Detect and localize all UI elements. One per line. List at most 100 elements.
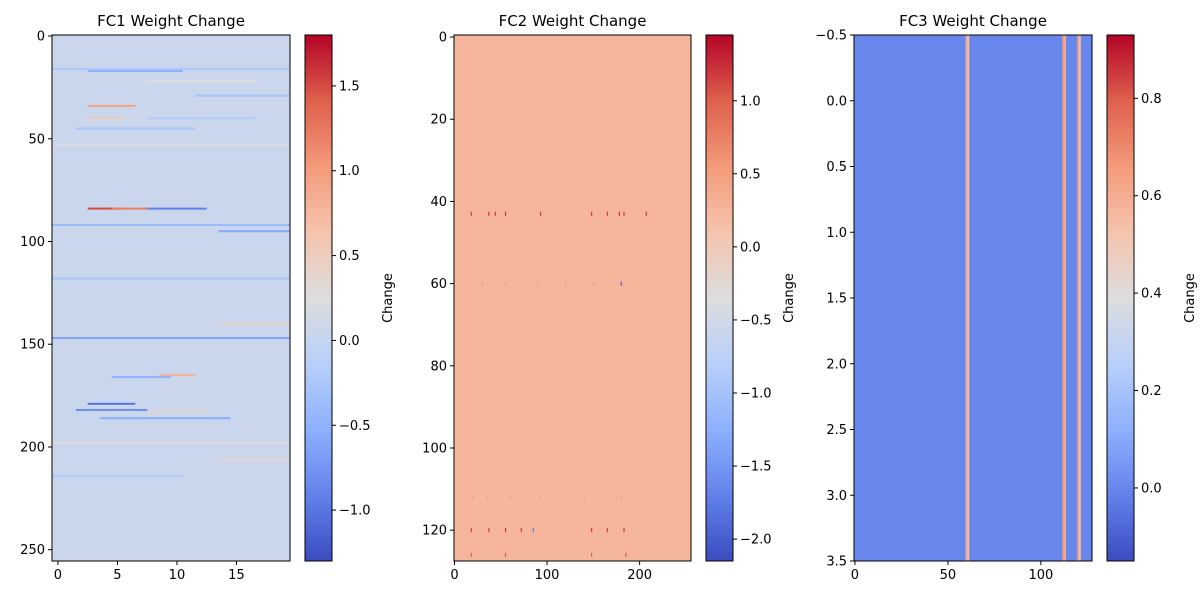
colorbar-tick-label: −1.0: [339, 504, 371, 519]
y-tick-label: 80: [430, 359, 447, 374]
heatmap-cell-band: [87, 207, 124, 210]
heatmap-cell: [509, 495, 511, 500]
colorbar-label: Change: [381, 273, 396, 323]
colorbar-tick-label: 0.8: [1141, 92, 1162, 107]
heatmap-cell: [618, 211, 620, 216]
x-tick-label: 0: [54, 568, 62, 583]
colorbar-tick-label: 0.5: [740, 167, 761, 182]
colorbar-tick-label: 0.0: [740, 240, 761, 255]
heatmap-cell: [488, 528, 490, 533]
heatmap-cell: [540, 211, 542, 216]
colorbar-tick-label: 0.6: [1141, 189, 1162, 204]
heatmap-cell: [532, 528, 534, 533]
heatmap-cell-band: [52, 441, 290, 444]
x-tick-label: 5: [113, 568, 121, 583]
heatmap-cell: [620, 281, 622, 286]
colorbar-tick-label: 1.0: [339, 164, 360, 179]
x-tick-label: 200: [627, 568, 652, 583]
heatmap-column: [965, 35, 968, 561]
y-tick-label: 120: [422, 524, 447, 539]
heatmap-cell: [606, 528, 608, 533]
panel-title: FC2 Weight Change: [499, 12, 647, 30]
x-tick-label: 100: [535, 568, 560, 583]
panel-title: FC1 Weight Change: [97, 12, 245, 30]
heatmap-column: [1064, 35, 1066, 561]
colorbar-tick-label: 0.5: [339, 249, 360, 264]
heatmap-cell: [591, 552, 593, 557]
heatmap-cell: [625, 552, 627, 557]
heatmap-cell: [583, 495, 585, 500]
heatmap-cell-band: [147, 117, 255, 120]
x-tick-label: 100: [1028, 568, 1053, 583]
heatmap-cell: [520, 528, 522, 533]
heatmap-cell-band: [218, 230, 290, 233]
heatmap-column: [967, 35, 970, 561]
heatmap-background: [854, 35, 1092, 561]
heatmap-panel-2: FC2 Weight Change 0 100 200 0 20 40 60 80 100 120 −…: [422, 12, 797, 583]
heatmap-cell-band: [111, 376, 171, 379]
y-tick-label: 1.0: [826, 226, 847, 241]
x-tick-label: 0: [450, 568, 458, 583]
heatmap-cell: [504, 552, 507, 557]
heatmap-cell-band: [99, 417, 231, 420]
heatmap-cell: [470, 528, 472, 533]
colorbar-tick-label: 1.5: [339, 79, 360, 94]
y-tick-label: 20: [430, 113, 447, 128]
colorbar-tick-label: 1.0: [740, 94, 761, 109]
y-tick-label: 2.0: [826, 357, 847, 372]
x-tick-label: 15: [228, 568, 245, 583]
heatmap-cell: [470, 552, 472, 557]
heatmap-cell-band: [147, 411, 207, 414]
heatmap-background: [454, 35, 691, 561]
heatmap-cell: [645, 211, 647, 216]
heatmap-cell: [565, 281, 567, 286]
colorbar: [705, 34, 734, 562]
colorbar-tick-label: 0.4: [1141, 287, 1162, 302]
x-tick-label: 50: [940, 568, 957, 583]
heatmap-cell-band: [75, 127, 195, 130]
heatmap-column: [1062, 35, 1065, 561]
colorbar-tick-label: 0.2: [1141, 384, 1162, 399]
y-tick-label: 0.5: [826, 160, 847, 175]
y-tick-label: 200: [20, 440, 45, 455]
colorbar-tick-label: 0.0: [1141, 481, 1162, 496]
heatmap-cell-band: [52, 277, 290, 280]
heatmap-cell: [592, 281, 595, 286]
y-tick-label: 50: [28, 132, 45, 147]
heatmap-cell: [481, 281, 483, 286]
heatmap-column: [1078, 35, 1081, 561]
heatmap-cell-band: [159, 374, 195, 377]
heatmap-cell-band: [52, 337, 290, 340]
heatmap-background: [52, 35, 290, 561]
heatmap-cell: [470, 211, 472, 216]
colorbar: [304, 34, 333, 562]
y-tick-label: 0: [439, 31, 447, 46]
heatmap-cell-band: [147, 207, 207, 210]
y-tick-label: 1.5: [826, 292, 847, 307]
heatmap-column: [1077, 35, 1079, 561]
heatmap-cell-band: [194, 94, 290, 97]
heatmap-cell: [623, 528, 625, 533]
y-tick-label: 2.5: [826, 423, 847, 438]
heatmap-cell-band: [87, 402, 136, 405]
colorbar-tick-label: −1.0: [740, 386, 772, 401]
x-tick-label: 10: [169, 568, 186, 583]
axes-frame: [453, 34, 692, 562]
y-tick-label: 0.0: [826, 94, 847, 109]
y-tick-label: 60: [430, 277, 447, 292]
heatmap-cell-band: [218, 458, 290, 461]
heatmap-cell-band: [52, 67, 290, 70]
axes-frame: [51, 34, 291, 562]
heatmap-cell-band: [147, 80, 255, 83]
heatmap-cell: [591, 528, 593, 533]
heatmap-cell-band: [111, 207, 148, 210]
heatmap-cell: [486, 495, 488, 500]
heatmap-cell: [472, 495, 474, 500]
heatmap-panel-3: FC3 Weight Change 0 50 100 −0.5 0.0 0.5 1.0 1.5 2…: [815, 12, 1198, 583]
colorbar-tick-label: −1.5: [740, 460, 772, 475]
heatmap-cell: [537, 281, 539, 286]
heatmap-cell: [488, 211, 490, 216]
y-tick-label: 3.5: [826, 555, 847, 570]
